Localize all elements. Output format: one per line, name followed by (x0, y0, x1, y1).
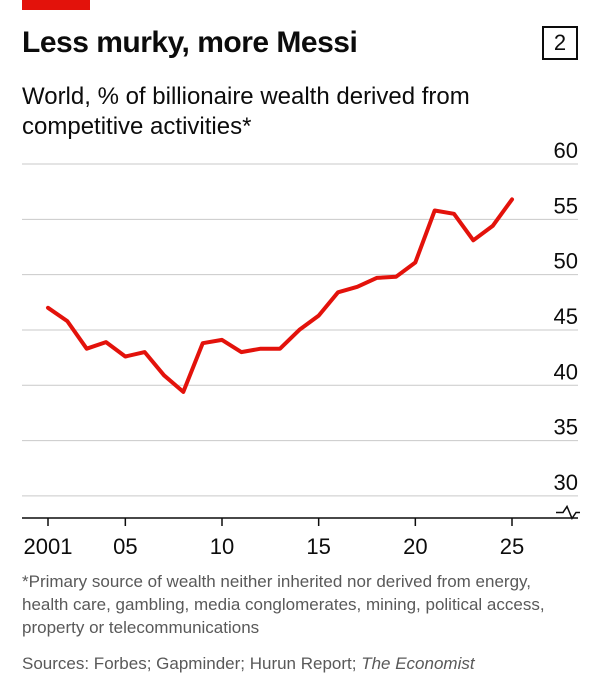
y-tick-label: 30 (554, 470, 578, 495)
chart-title: Less murky, more Messi (22, 26, 358, 59)
x-tick-label: 15 (306, 534, 330, 559)
y-tick-label: 50 (554, 249, 578, 274)
x-axis: 2001 05 10 15 20 25 (22, 517, 578, 559)
y-tick-label: 60 (554, 140, 578, 163)
x-tick-label: 2001 (24, 534, 73, 559)
chart-sources: Sources: Forbes; Gapminder; Hurun Report… (22, 654, 475, 674)
chart-subtitle: World, % of billionaire wealth derived f… (22, 83, 470, 140)
chart-footnote: *Primary source of wealth neither inheri… (22, 572, 545, 637)
y-tick-label: 35 (554, 415, 578, 440)
x-tick-label: 25 (500, 534, 524, 559)
x-tick-label: 10 (210, 534, 234, 559)
y-tick-label: 45 (554, 304, 578, 329)
x-tick-label: 20 (403, 534, 427, 559)
axis-break-symbol (556, 504, 580, 521)
data-series (46, 197, 514, 394)
y-tick-label: 55 (554, 193, 578, 218)
series-line (46, 197, 514, 394)
x-tick-label: 05 (113, 534, 137, 559)
y-tick-label: 40 (554, 359, 578, 384)
sources-prefix: Sources: Forbes; Gapminder; Hurun Report… (22, 654, 362, 673)
line-chart: 60 55 50 45 40 35 30 2001 05 10 15 20 25 (22, 140, 580, 559)
axis-break-zigzag (556, 504, 580, 521)
sources-publication: The Economist (361, 654, 475, 673)
gridlines (22, 163, 578, 497)
figure-number-badge: 2 (542, 26, 578, 60)
brand-red-tag (22, 0, 90, 10)
y-tick-labels: 60 55 50 45 40 35 30 (554, 140, 578, 495)
